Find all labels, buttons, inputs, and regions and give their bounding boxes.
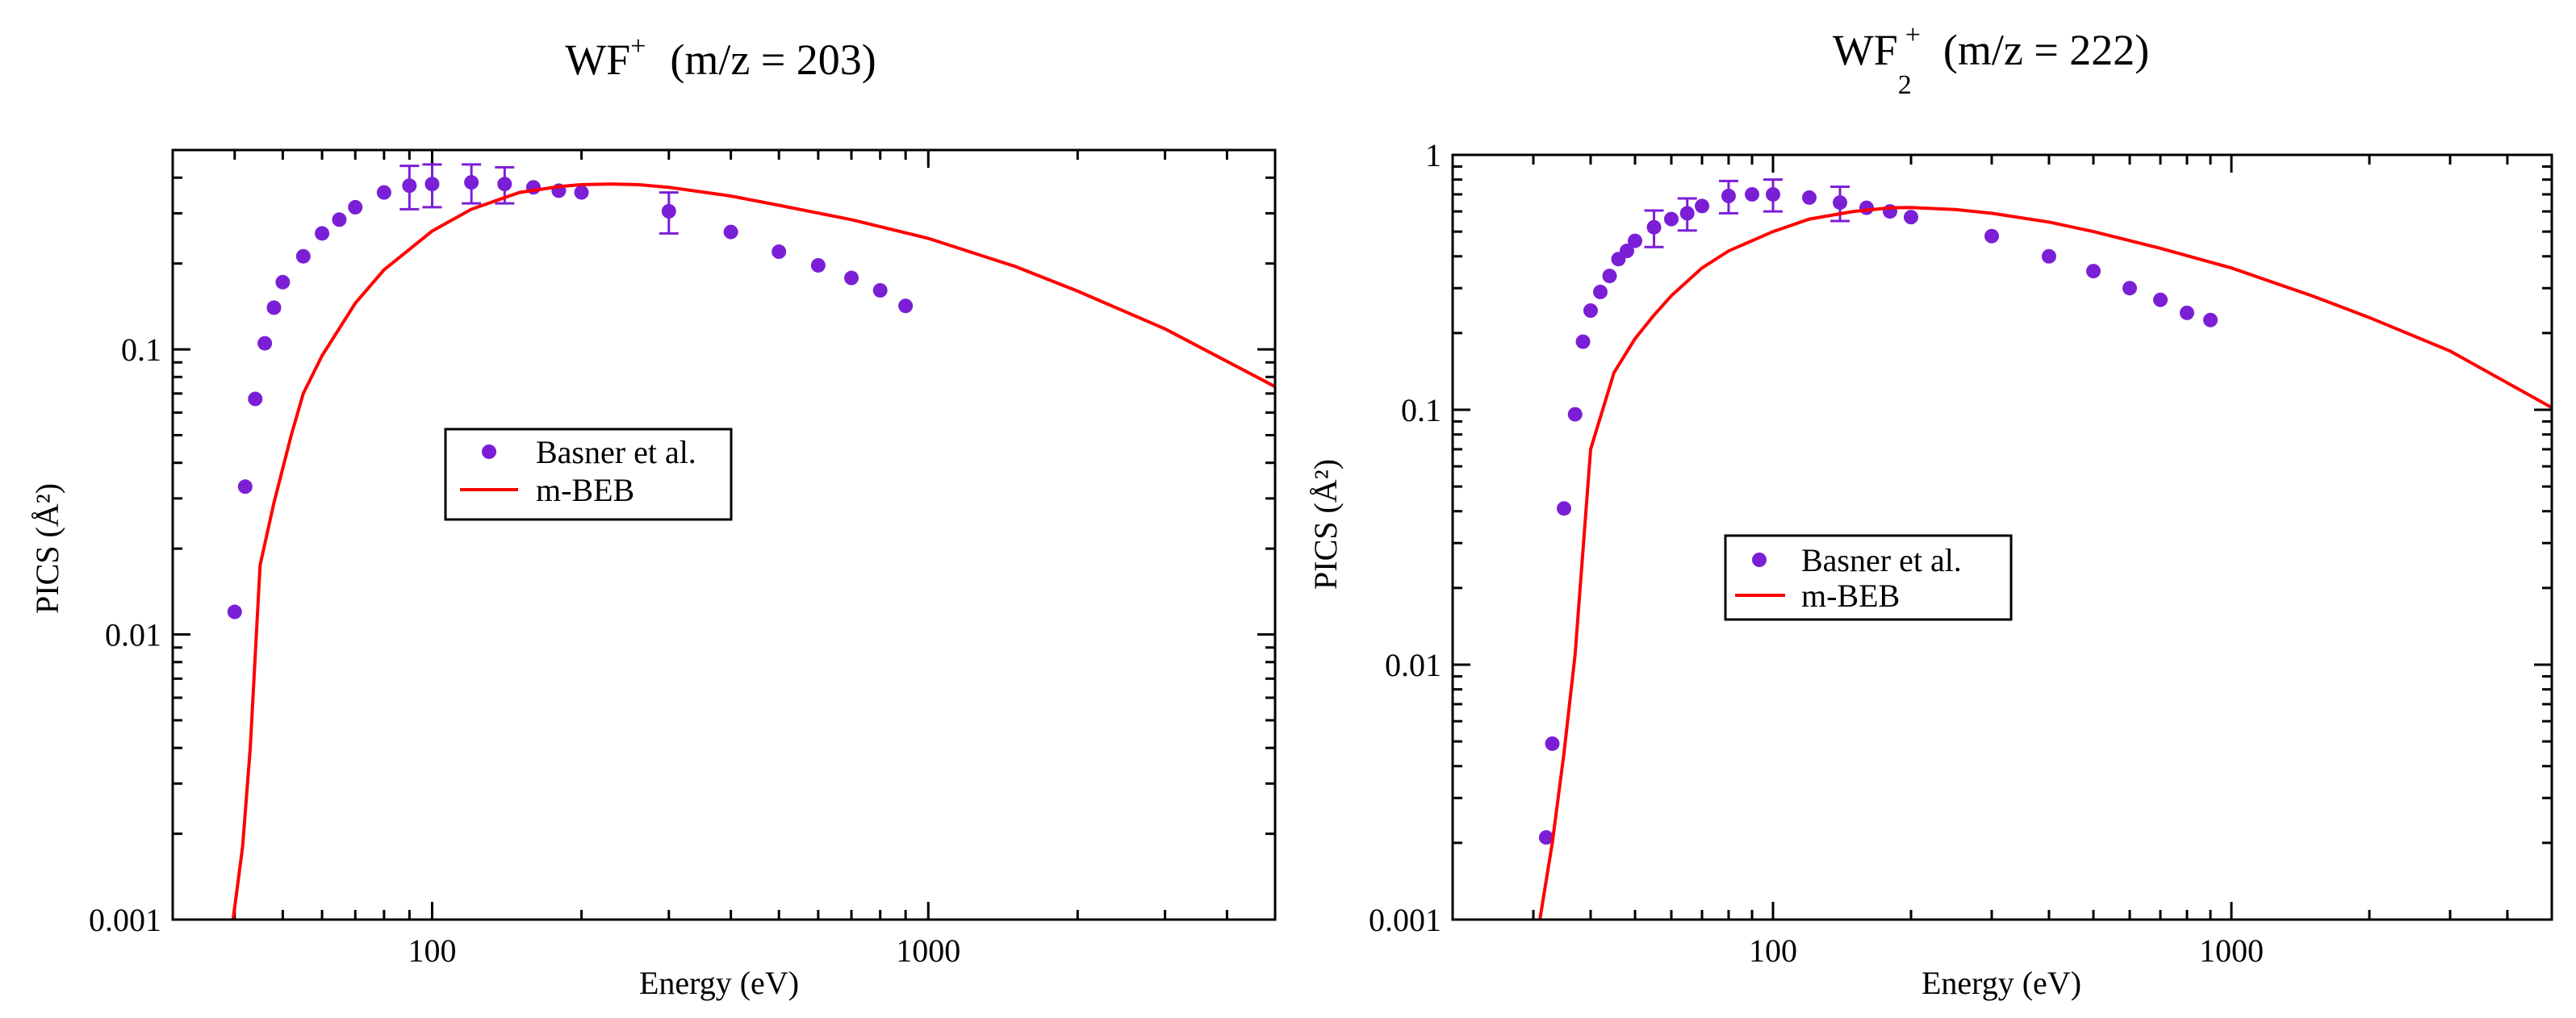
x-axis-title: Energy (eV): [1922, 965, 2081, 1001]
data-point: [1745, 186, 1760, 202]
y-tick-label: 0.1: [1401, 392, 1441, 428]
legend-label-points: Basner et al.: [1801, 542, 1962, 578]
data-point: [1984, 228, 2000, 244]
data-point: [315, 226, 330, 241]
data-point: [1646, 219, 1662, 235]
data-point: [872, 282, 888, 298]
legend-box: [444, 428, 733, 521]
data-point: [772, 244, 787, 260]
legend: Basner et al. m-BEB: [1724, 534, 2013, 621]
y-tick-label: 0.01: [1385, 647, 1441, 683]
data-point: [810, 257, 826, 273]
x-axis-title: Energy (eV): [639, 965, 799, 1001]
y-tick-label: 0.01: [105, 617, 161, 653]
y-ticks: [173, 148, 1275, 921]
y-tick-label: 0.1: [121, 332, 161, 368]
y-tick-label: 0.001: [1369, 902, 1441, 938]
data-point: [1575, 334, 1591, 349]
x-tick-label: 1000: [896, 932, 960, 969]
y-tick-label: 1: [1425, 137, 1441, 173]
data-point: [1859, 200, 1874, 215]
series-points-basner: [1538, 178, 2218, 845]
data-point: [2086, 264, 2101, 279]
data-point: [1663, 211, 1679, 227]
data-point: [348, 199, 363, 215]
data-point: [2203, 312, 2218, 328]
data-point: [1545, 736, 1560, 751]
y-axis-title: PICS (Å²): [1307, 459, 1344, 590]
plot-frame: [1451, 153, 2553, 921]
data-point: [275, 274, 291, 290]
data-point: [723, 224, 738, 240]
data-point: [1602, 269, 1617, 284]
data-point: [1538, 830, 1554, 845]
data-point: [402, 178, 417, 194]
legend-marker-points: [1752, 553, 1767, 567]
data-point: [1593, 284, 1608, 299]
data-point: [497, 177, 512, 192]
x-ticks: [171, 150, 1277, 920]
data-point: [1766, 186, 1781, 202]
x-tick-label: 1000: [2199, 932, 2264, 969]
data-point: [1679, 206, 1695, 221]
legend-label-line: m-BEB: [536, 472, 634, 508]
chart-wf-plus: WF+ (m/z = 203) 100 1000 0.001 0.01 0.1 Energ…: [29, 31, 1277, 1001]
plot-frame: [171, 148, 1277, 921]
data-point: [237, 479, 253, 494]
data-point: [2153, 292, 2168, 307]
data-point: [1903, 210, 1918, 225]
y-ticks: [1453, 153, 2552, 921]
data-point: [898, 298, 914, 314]
data-point: [2122, 281, 2137, 296]
legend-label-line: m-BEB: [1801, 578, 1900, 614]
data-point: [266, 300, 282, 315]
chart-title: WF+ (m/z = 203): [565, 31, 876, 84]
data-point: [1628, 233, 1643, 248]
data-point: [1557, 501, 1572, 516]
data-point: [376, 185, 391, 200]
data-point: [1695, 198, 1710, 214]
data-point: [464, 175, 479, 190]
data-point: [1619, 244, 1634, 259]
data-point: [1833, 195, 1848, 211]
x-tick-label: 100: [1749, 932, 1797, 969]
y-axis-title: PICS (Å²): [29, 483, 65, 614]
series-line-mbeb: [1538, 206, 2552, 920]
legend: Basner et al. m-BEB: [444, 428, 733, 521]
x-ticks: [1451, 155, 2553, 920]
legend-label-points: Basner et al.: [536, 434, 696, 470]
data-point: [227, 604, 242, 620]
data-point: [2179, 305, 2194, 320]
series-line-mbeb: [231, 182, 1275, 920]
legend-box: [1724, 534, 2013, 621]
data-point: [257, 336, 273, 351]
series-points-basner: [227, 163, 914, 620]
legend-marker-points: [482, 444, 496, 459]
data-point: [1801, 190, 1817, 205]
data-point: [332, 212, 347, 227]
data-point: [2041, 248, 2056, 264]
data-point: [295, 248, 311, 264]
data-point: [844, 270, 859, 286]
plot-area: 100 1000 0.001 0.01 0.1 1: [1369, 137, 2553, 969]
data-point: [424, 177, 440, 192]
data-point: [574, 185, 589, 200]
data-point: [1583, 303, 1598, 319]
x-tick-label: 100: [408, 932, 456, 969]
data-point: [1567, 407, 1583, 422]
data-point: [661, 203, 676, 219]
chart-wf2-plus: WF2+ (m/z = 222) 100 1000 0.001 0.01 0.1 1 Ene…: [1307, 20, 2553, 1001]
data-point: [1721, 188, 1736, 203]
chart-title: WF2+ (m/z = 222): [1833, 20, 2150, 100]
data-point: [248, 391, 263, 407]
plot-area: 100 1000 0.001 0.01 0.1: [89, 148, 1277, 969]
y-tick-label: 0.001: [89, 902, 161, 938]
